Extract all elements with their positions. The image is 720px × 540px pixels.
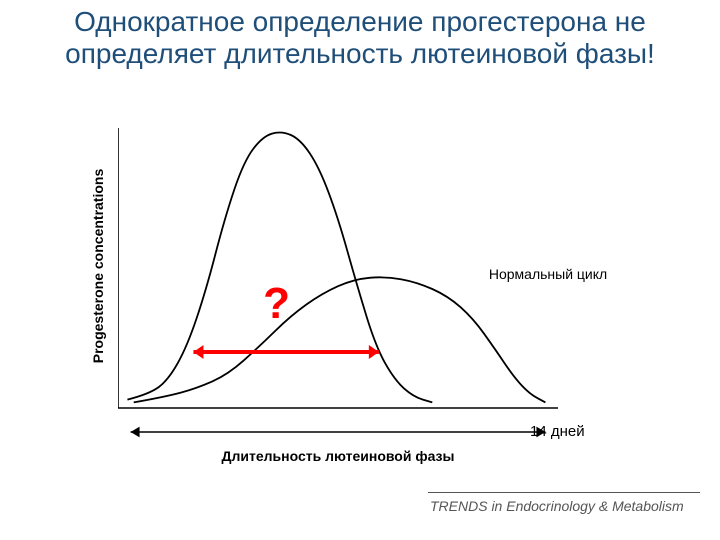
citation-text: TRENDS in Endocrinology & Metabolism (430, 498, 684, 514)
x-axis-label: Длительность лютеиновой фазы (118, 448, 558, 464)
normal-cycle-label: Нормальный цикл (489, 266, 607, 282)
curve-short-luteal (127, 132, 432, 402)
page-title: Однократное определение прогестерона не … (0, 0, 720, 70)
curve-normal-cycle (134, 277, 546, 402)
chart-svg (118, 128, 558, 464)
chart-area (118, 128, 558, 469)
title-text: Однократное определение прогестерона не … (65, 6, 655, 69)
question-mark: ? (263, 279, 290, 329)
y-axis-label: Progesterone concentrations (90, 156, 106, 376)
x-axis-end-label: 14 дней (530, 423, 585, 440)
citation-rule (428, 492, 700, 493)
